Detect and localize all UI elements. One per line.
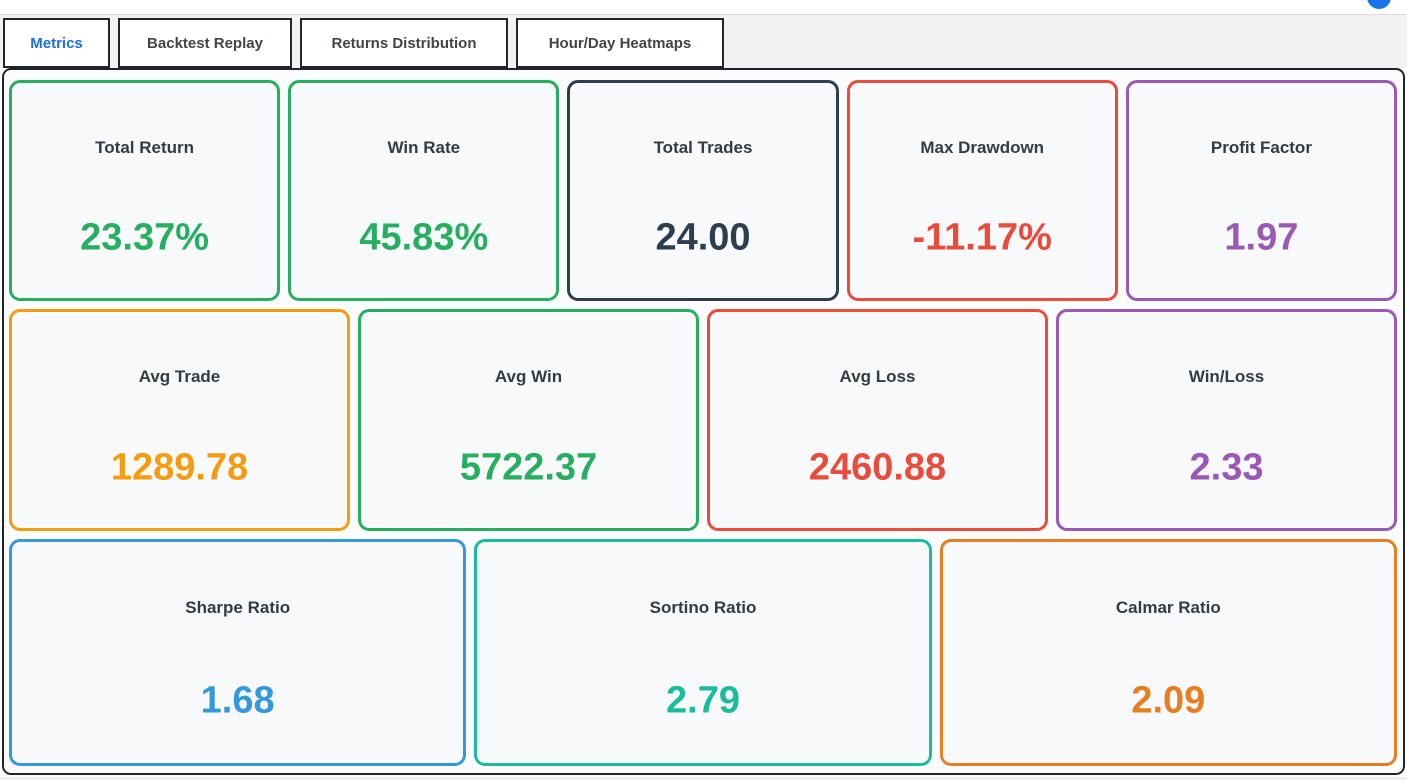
metric-card-win-loss: Win/Loss 2.33 [1056,309,1397,531]
metric-label: Max Drawdown [920,137,1045,157]
metric-card-avg-win: Avg Win 5722.37 [358,309,699,531]
tab-backtest-replay[interactable]: Backtest Replay [118,18,292,68]
metric-card-win-rate: Win Rate 45.83% [288,80,560,301]
metric-card-sortino-ratio: Sortino Ratio 2.79 [474,539,932,766]
metric-label: Win/Loss [1188,366,1265,386]
metric-label: Profit Factor [1210,137,1312,157]
bottom-strip [0,775,1407,780]
metrics-row-2: Avg Trade 1289.78 Avg Win 5722.37 Avg Lo… [9,309,1397,531]
metric-label: Total Trades [653,137,753,157]
metric-label: Sharpe Ratio [185,598,291,618]
metric-card-sharpe-ratio: Sharpe Ratio 1.68 [9,539,467,766]
metric-card-avg-loss: Avg Loss 2460.88 [707,309,1048,531]
metric-value: 2.33 [1189,446,1264,489]
metric-card-calmar-ratio: Calmar Ratio 2.09 [939,539,1397,766]
metric-label: Avg Trade [138,366,221,386]
metrics-row-1: Total Return 23.37% Win Rate 45.83% Tota… [9,80,1398,301]
tab-bar: Metrics Backtest Replay Returns Distribu… [0,14,1407,68]
metric-value: 23.37% [80,216,210,259]
metric-value: 2.09 [1131,679,1206,722]
metric-label: Sortino Ratio [649,598,757,618]
metric-value: 2.79 [666,679,740,722]
top-strip [0,0,1407,14]
metrics-panel: Total Return 23.37% Win Rate 45.83% Tota… [2,68,1405,775]
metric-card-profit-factor: Profit Factor 1.97 [1125,80,1398,301]
metrics-row-3: Sharpe Ratio 1.68 Sortino Ratio 2.79 Cal… [9,539,1397,766]
tab-metrics[interactable]: Metrics [3,18,110,68]
metric-value: 1289.78 [110,446,249,489]
metric-label: Total Return [95,137,195,157]
tab-hour-day-heatmaps[interactable]: Hour/Day Heatmaps [516,18,724,68]
metric-label: Calmar Ratio [1115,598,1221,618]
metric-label: Avg Loss [839,366,916,386]
metric-card-max-drawdown: Max Drawdown -11.17% [846,80,1118,301]
tab-returns-distribution[interactable]: Returns Distribution [300,18,508,68]
metric-value: 45.83% [359,216,489,259]
metric-value: 5722.37 [459,446,598,489]
metric-card-total-return: Total Return 23.37% [9,80,281,301]
app-status-icon[interactable] [1367,0,1391,9]
metric-value: 1.68 [200,679,275,722]
metric-value: 1.97 [1224,216,1299,259]
metric-label: Win Rate [387,137,461,157]
metric-value: -11.17% [912,216,1052,259]
metric-card-total-trades: Total Trades 24.00 [567,80,839,301]
metric-card-avg-trade: Avg Trade 1289.78 [9,309,350,531]
metric-value: 24.00 [655,216,751,259]
metric-value: 2460.88 [808,446,947,489]
metric-label: Avg Win [494,366,563,386]
